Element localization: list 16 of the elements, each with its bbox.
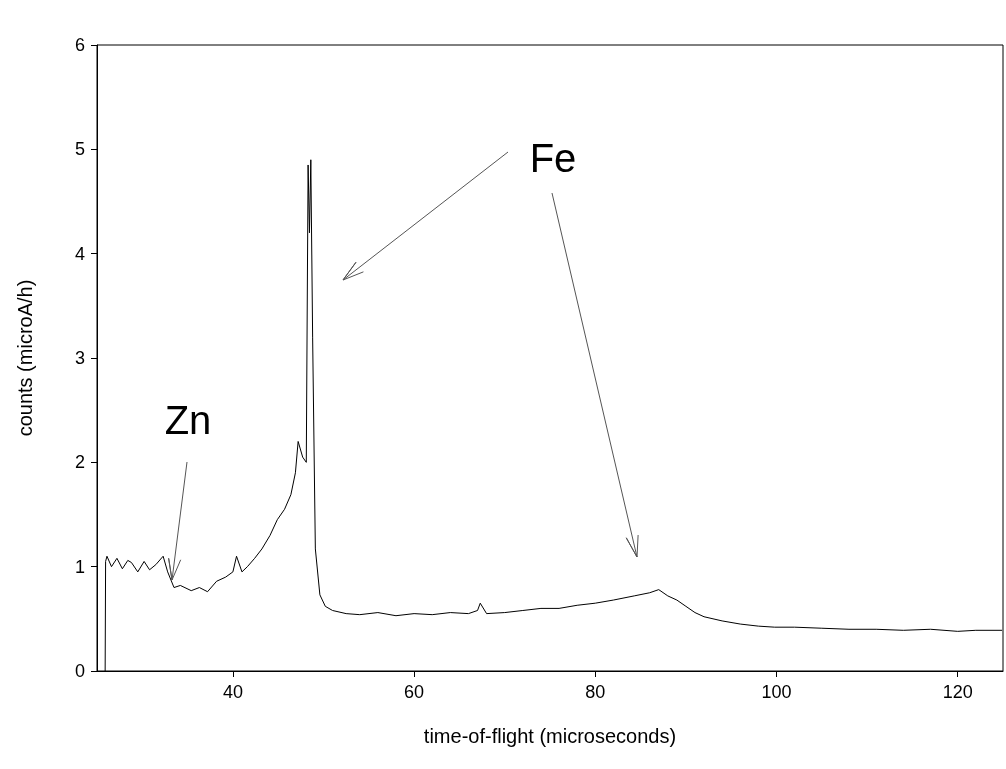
y-tick-label: 3 — [74, 348, 85, 368]
y-axis-title: counts (microA/h) — [14, 279, 36, 437]
y-tick-label: 0 — [74, 661, 85, 681]
y-tick-label: 2 — [74, 452, 85, 473]
annotation: Zn — [164, 398, 212, 442]
x-tick-label: 100 — [761, 682, 792, 702]
y-tick-label: 1 — [74, 556, 85, 577]
x-tick-label: 40 — [222, 682, 243, 702]
x-tick-label: 120 — [942, 682, 973, 702]
y-tick-label: 6 — [74, 35, 85, 55]
y-tick-label: 5 — [74, 139, 85, 160]
x-axis-title: time-of-flight (microseconds) — [423, 725, 677, 747]
x-tick-label: 60 — [404, 682, 425, 702]
y-tick-label: 4 — [74, 243, 85, 264]
annotation: Fe — [529, 136, 577, 180]
x-tick-label: 80 — [585, 682, 606, 702]
